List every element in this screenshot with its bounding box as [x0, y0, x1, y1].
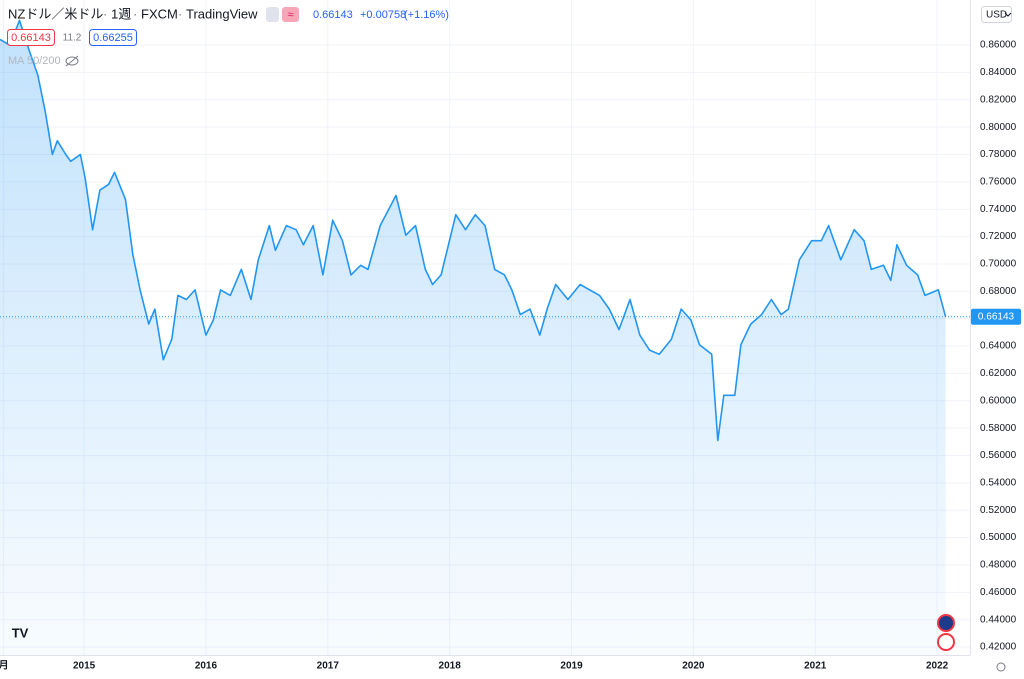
x-tick-label: 2019	[560, 661, 583, 672]
x-tick-label: 2021	[804, 661, 827, 672]
y-tick-label: 0.50000	[980, 532, 1017, 543]
y-tick-label: 0.56000	[980, 450, 1017, 461]
y-tick-label: 0.68000	[980, 286, 1017, 297]
buy-button[interactable]	[89, 29, 137, 46]
hide-icon[interactable]	[65, 55, 79, 67]
sell-button[interactable]	[7, 29, 55, 46]
y-tick-label: 0.76000	[980, 176, 1017, 187]
currency: USD	[986, 10, 1007, 21]
y-tick-label: 0.62000	[980, 368, 1017, 379]
settings-icon[interactable]	[996, 662, 1006, 672]
dropdown-arrow	[1004, 12, 1012, 17]
y-tick-label: 0.72000	[980, 231, 1017, 242]
y-tick-label: 0.48000	[980, 560, 1017, 571]
x-tick-label: 2022	[926, 661, 949, 672]
exchange: FXCM	[141, 6, 178, 21]
x-tick-label: 2020	[682, 661, 705, 672]
y-tick-label: 0.42000	[980, 642, 1017, 653]
y-tick-label: 0.80000	[980, 122, 1017, 133]
y-tick-label: 0.44000	[980, 614, 1017, 625]
x-tick-label: 2017	[317, 661, 340, 672]
x-tick-label: 月	[0, 660, 9, 672]
x-tick-label: 2016	[195, 661, 218, 672]
separator: ·	[178, 6, 182, 21]
change-pct: (+1.16%)	[404, 9, 449, 21]
flag-icon	[937, 633, 955, 651]
y-tick-label: 0.82000	[980, 94, 1017, 105]
interval: 1週	[111, 6, 131, 21]
x-tick-label: 2018	[439, 661, 462, 672]
plot	[0, 19, 970, 655]
y-tick-label: 0.70000	[980, 259, 1017, 270]
y-tick-label: 0.86000	[980, 40, 1017, 51]
y-tick-label: 0.74000	[980, 204, 1017, 215]
tv-logo: TV	[12, 625, 29, 640]
x-tick-label: 2015	[73, 661, 96, 672]
price: 0.66143	[313, 9, 353, 21]
last-price-label: 0.66143	[978, 311, 1015, 322]
y-tick-label: 0.60000	[980, 395, 1017, 406]
axes: 0.42000 0.44000 0.46000 0.48000 0.50000 0.520…	[0, 40, 1021, 672]
separator: ·	[103, 6, 107, 21]
symbol: NZドル／米ドル	[8, 6, 103, 21]
area-fill	[0, 20, 946, 655]
indicator: MA 50/200	[8, 55, 61, 67]
currency-button[interactable]	[981, 6, 1012, 23]
source: TradingView	[186, 6, 258, 21]
y-tick-label: 0.52000	[980, 505, 1017, 516]
change: +0.00758	[360, 9, 406, 21]
spread: 11.2	[63, 33, 82, 44]
sell-price: 0.66143	[11, 32, 51, 44]
price-line	[0, 19, 947, 442]
last-price-badge	[971, 308, 1021, 325]
y-tick-label: 0.58000	[980, 423, 1017, 434]
y-tick-label: 0.64000	[980, 341, 1017, 352]
y-tick-label: 0.84000	[980, 67, 1017, 78]
buy-price: 0.66255	[93, 32, 133, 44]
status-icon-glyph: ≈	[287, 9, 293, 21]
flag-icon	[937, 614, 955, 632]
status-icon[interactable]	[266, 7, 279, 22]
status-icon[interactable]	[282, 7, 299, 22]
y-tick-label: 0.54000	[980, 478, 1017, 489]
y-tick-label: 0.78000	[980, 149, 1017, 160]
y-tick-label: 0.46000	[980, 587, 1017, 598]
separator: ·	[133, 6, 137, 21]
